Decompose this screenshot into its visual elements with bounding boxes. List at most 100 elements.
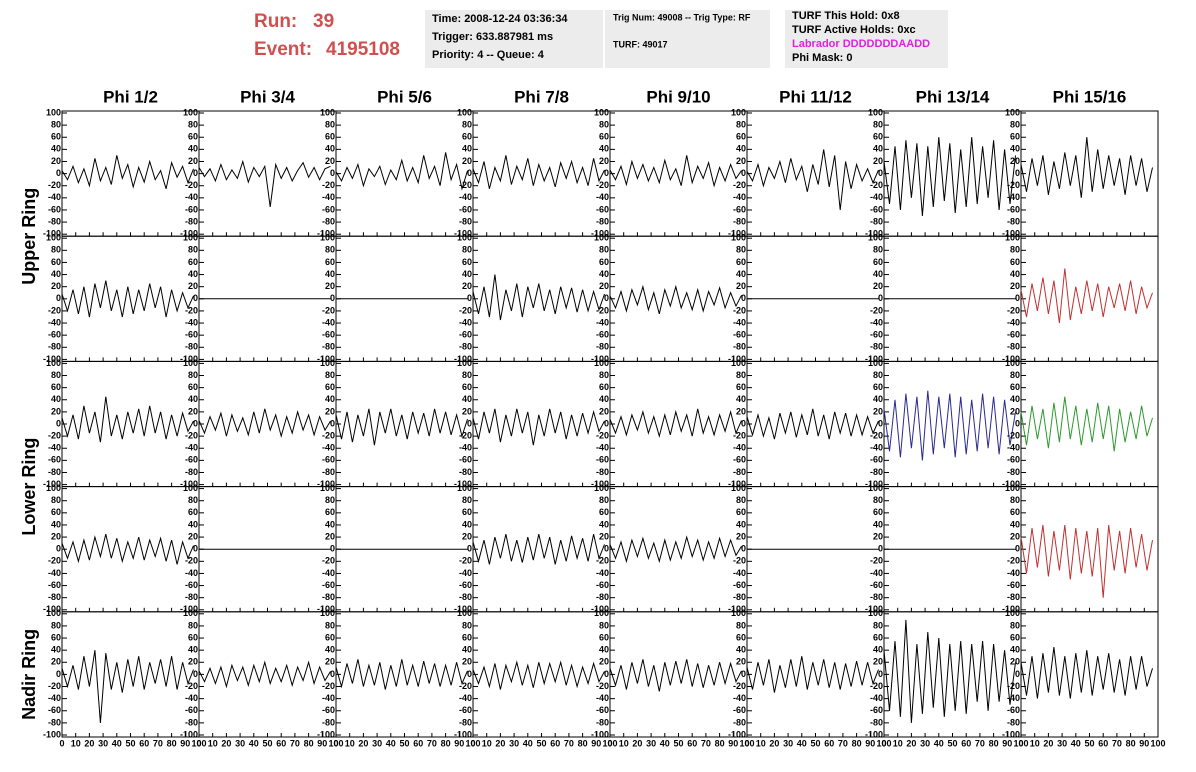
y-tick-label: -100 (454, 729, 472, 739)
waveform (746, 656, 879, 693)
y-tick-label: 60 (188, 382, 198, 392)
y-tick-label: -20 (1007, 305, 1020, 315)
y-tick-label: -80 (733, 592, 746, 602)
y-tick-label: -100 (591, 729, 609, 739)
y-tick-label: 80 (462, 119, 472, 129)
y-tick-label: 0 (604, 168, 609, 178)
x-tick-label: 60 (961, 738, 971, 748)
y-tick-label: -80 (322, 717, 335, 727)
y-tick-label: 80 (188, 620, 198, 630)
y-tick-label: 100 (46, 233, 61, 243)
y-tick-label: -20 (1007, 180, 1020, 190)
y-tick-label: -100 (43, 604, 61, 614)
y-tick-label: 20 (599, 156, 609, 166)
y-tick-label: 20 (188, 657, 198, 667)
waveform (472, 155, 605, 189)
y-tick-label: -40 (870, 317, 883, 327)
y-tick-label: 40 (325, 144, 335, 154)
y-tick-label: 0 (741, 293, 746, 303)
y-tick-label: 60 (1010, 257, 1020, 267)
y-tick-label: 0 (1015, 669, 1020, 679)
y-tick-label: 40 (51, 645, 61, 655)
y-tick-label: 20 (325, 156, 335, 166)
y-tick-label: -100 (865, 229, 883, 239)
y-tick-label: 40 (188, 645, 198, 655)
y-tick-label: 60 (736, 382, 746, 392)
y-tick-label: 100 (868, 608, 883, 618)
y-tick-label: 100 (183, 107, 198, 117)
x-tick-label: 40 (386, 738, 396, 748)
y-tick-label: 80 (462, 620, 472, 630)
y-tick-label: -60 (1007, 455, 1020, 465)
y-tick-label: 40 (51, 144, 61, 154)
y-tick-label: 80 (462, 495, 472, 505)
x-tick-label: 70 (564, 738, 574, 748)
y-tick-label: 60 (325, 632, 335, 642)
y-tick-label: 80 (599, 370, 609, 380)
x-tick-label: 100 (191, 738, 206, 748)
y-tick-label: 100 (594, 358, 609, 368)
x-tick-label: 10 (619, 738, 629, 748)
y-tick-label: -100 (180, 604, 198, 614)
y-tick-label: -80 (48, 216, 61, 226)
y-tick-label: 20 (873, 657, 883, 667)
y-tick-label: -100 (454, 229, 472, 239)
y-tick-label: 100 (457, 233, 472, 243)
y-tick-label: 60 (1010, 632, 1020, 642)
y-tick-label: -80 (733, 717, 746, 727)
y-tick-label: 40 (462, 394, 472, 404)
y-tick-label: 40 (599, 519, 609, 529)
waveform (609, 408, 742, 439)
x-tick-label: 20 (632, 738, 642, 748)
y-tick-label: 40 (1010, 269, 1020, 279)
y-tick-label: -80 (185, 216, 198, 226)
y-tick-label: -80 (870, 342, 883, 352)
x-tick-label: 10 (1030, 738, 1040, 748)
panel-frame (1020, 235, 1159, 362)
y-tick-label: 40 (1010, 144, 1020, 154)
y-tick-label: 40 (462, 645, 472, 655)
column-header: Phi 15/16 (1053, 87, 1127, 106)
y-tick-label: -80 (733, 216, 746, 226)
y-tick-label: 100 (731, 483, 746, 493)
y-tick-label: 20 (51, 657, 61, 667)
x-tick-label: 80 (989, 738, 999, 748)
y-tick-label: 100 (457, 483, 472, 493)
y-tick-label: -80 (459, 342, 472, 352)
y-tick-label: -100 (43, 479, 61, 489)
y-tick-label: -80 (870, 216, 883, 226)
y-tick-label: -60 (733, 455, 746, 465)
waveform (746, 408, 879, 440)
y-tick-label: 20 (325, 657, 335, 667)
x-tick-label: 90 (591, 738, 601, 748)
y-tick-label: 100 (46, 107, 61, 117)
trigger: Trigger: 633.887981 ms (432, 31, 553, 43)
y-tick-label: 100 (594, 233, 609, 243)
y-tick-label: -20 (48, 556, 61, 566)
y-tick-label: -60 (48, 580, 61, 590)
y-tick-label: 60 (599, 382, 609, 392)
y-tick-label: -100 (728, 604, 746, 614)
y-tick-label: 0 (604, 544, 609, 554)
y-tick-label: -20 (48, 180, 61, 190)
column-header: Phi 13/14 (916, 87, 990, 106)
x-tick-label: 60 (824, 738, 834, 748)
y-tick-label: 0 (56, 293, 61, 303)
y-tick-label: 0 (193, 544, 198, 554)
y-tick-label: 100 (1005, 358, 1020, 368)
x-tick-label: 10 (345, 738, 355, 748)
y-tick-label: -60 (596, 455, 609, 465)
x-tick-label: 100 (602, 738, 617, 748)
y-tick-label: -100 (454, 479, 472, 489)
y-tick-label: 100 (868, 107, 883, 117)
y-tick-label: 40 (188, 269, 198, 279)
y-tick-label: -40 (48, 568, 61, 578)
y-tick-label: 0 (330, 168, 335, 178)
x-tick-label: 90 (728, 738, 738, 748)
y-tick-label: -40 (1007, 568, 1020, 578)
y-tick-label: 40 (462, 519, 472, 529)
x-tick-label: 20 (906, 738, 916, 748)
x-tick-label: 50 (1084, 738, 1094, 748)
y-tick-label: -60 (322, 455, 335, 465)
y-tick-label: 60 (599, 507, 609, 517)
